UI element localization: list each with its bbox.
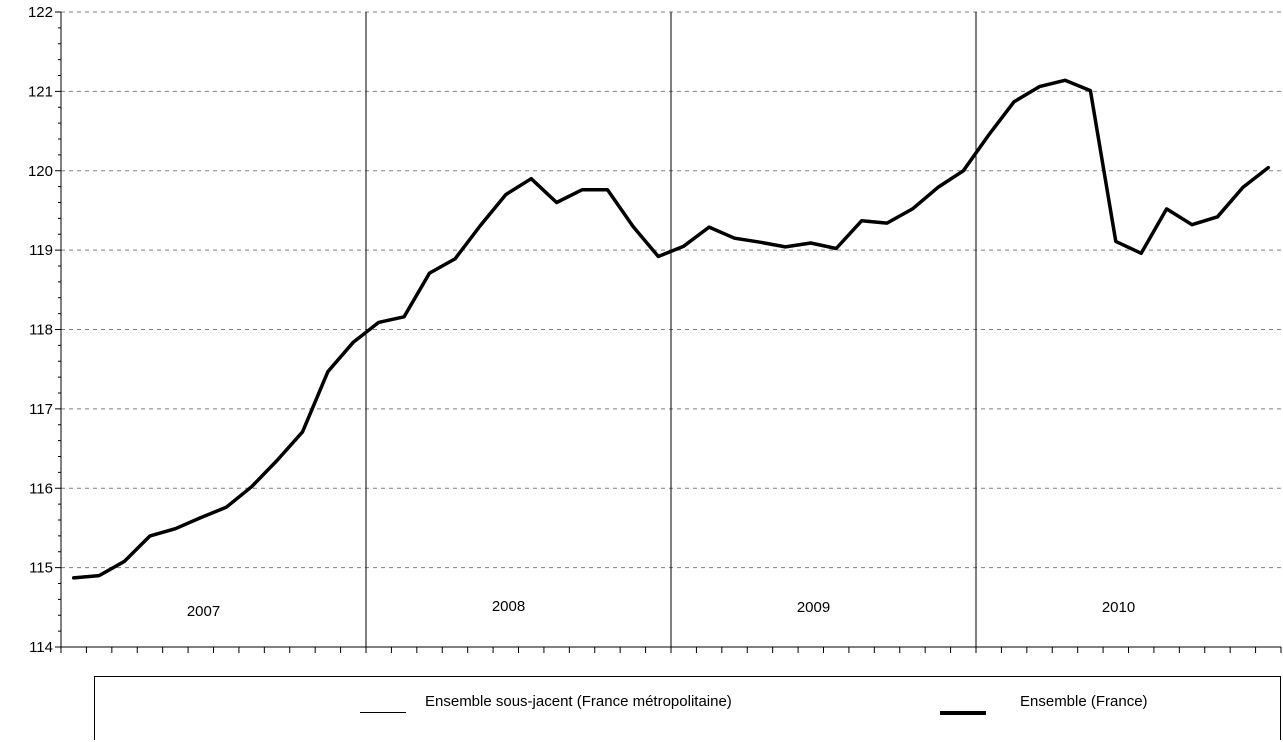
series-lines xyxy=(71,78,1271,580)
y-tick-label: 121 xyxy=(28,83,53,100)
year-label: 2008 xyxy=(492,598,525,615)
y-tick-label: 122 xyxy=(28,4,53,21)
y-tick-label: 120 xyxy=(28,163,53,180)
y-tick-label: 119 xyxy=(29,242,53,259)
x-axis xyxy=(60,646,1282,653)
y-tick-label: 114 xyxy=(29,639,53,656)
line-chart: 114 115 116 117 118 119 120 121 122 2007 2008 2009… xyxy=(28,4,1282,656)
legend-label-overall: Ensemble (France) xyxy=(1020,693,1148,710)
legend-swatch-thick xyxy=(940,711,986,715)
legend-label-underlying: Ensemble sous-jacent (France métropolita… xyxy=(425,693,732,710)
y-axis: 114 115 116 117 118 119 120 121 122 xyxy=(28,4,62,656)
legend: Ensemble sous-jacent (France métropolita… xyxy=(94,676,1281,740)
series-line-ensemble-france xyxy=(71,78,1271,580)
year-label: 2010 xyxy=(1102,599,1135,616)
year-label: 2009 xyxy=(797,599,830,616)
year-separators xyxy=(365,12,977,647)
y-tick-label: 116 xyxy=(29,480,53,497)
y-tick-label: 118 xyxy=(29,322,53,339)
year-labels: 2007 2008 2009 2010 xyxy=(187,598,1135,620)
legend-swatch-thin xyxy=(360,712,406,713)
year-label: 2007 xyxy=(187,603,220,620)
y-tick-label: 117 xyxy=(29,401,53,418)
y-tick-label: 115 xyxy=(29,560,53,577)
